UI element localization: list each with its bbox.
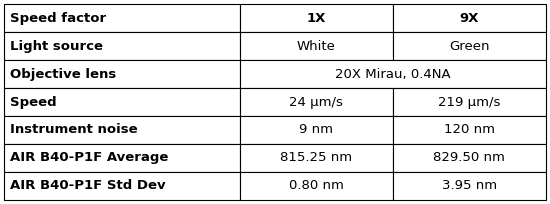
Text: 9X: 9X (459, 12, 479, 24)
Bar (393, 144, 546, 172)
Text: 829.50 nm: 829.50 nm (433, 151, 505, 164)
Bar (4, 60, 240, 88)
Bar (393, 4, 546, 32)
Bar (240, 172, 393, 200)
Bar (4, 32, 240, 60)
Text: Speed: Speed (10, 95, 57, 109)
Bar (393, 88, 546, 116)
Text: 20X Mirau, 0.4NA: 20X Mirau, 0.4NA (335, 68, 450, 81)
Text: Instrument noise: Instrument noise (10, 123, 138, 136)
Text: White: White (297, 40, 336, 53)
Bar (393, 32, 546, 60)
Bar (240, 60, 546, 88)
Text: AIR B40-P1F Average: AIR B40-P1F Average (10, 151, 168, 164)
Text: 120 nm: 120 nm (444, 123, 494, 136)
Bar (393, 172, 546, 200)
Text: 0.80 nm: 0.80 nm (289, 180, 344, 192)
Text: 1X: 1X (306, 12, 326, 24)
Text: 24 μm/s: 24 μm/s (289, 95, 343, 109)
Text: Objective lens: Objective lens (10, 68, 116, 81)
Text: 815.25 nm: 815.25 nm (280, 151, 353, 164)
Bar (4, 172, 240, 200)
Bar (240, 32, 393, 60)
Text: AIR B40-P1F Std Dev: AIR B40-P1F Std Dev (10, 180, 166, 192)
Bar (240, 116, 393, 144)
Bar (4, 116, 240, 144)
Bar (240, 144, 393, 172)
Text: 219 μm/s: 219 μm/s (438, 95, 500, 109)
Text: Light source: Light source (10, 40, 103, 53)
Bar (4, 144, 240, 172)
Text: Green: Green (449, 40, 490, 53)
Text: 9 nm: 9 nm (299, 123, 333, 136)
Bar (240, 88, 393, 116)
Bar (393, 116, 546, 144)
Bar (240, 4, 393, 32)
Text: Speed factor: Speed factor (10, 12, 106, 24)
Bar (4, 88, 240, 116)
Bar (4, 4, 240, 32)
Text: 3.95 nm: 3.95 nm (442, 180, 497, 192)
